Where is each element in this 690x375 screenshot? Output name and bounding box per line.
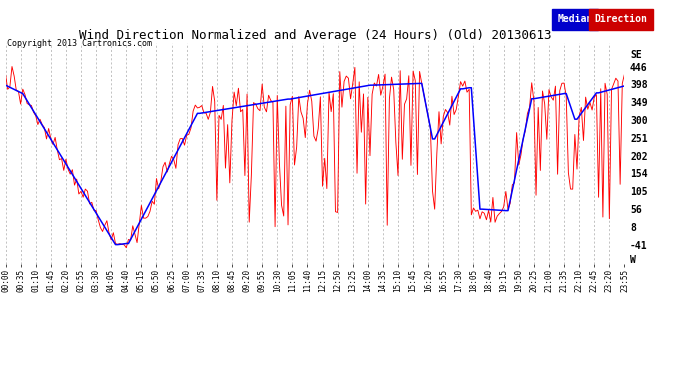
Text: Direction: Direction (595, 14, 648, 24)
Text: Copyright 2013 Cartronics.com: Copyright 2013 Cartronics.com (7, 39, 152, 48)
Text: Median: Median (558, 14, 593, 24)
Title: Wind Direction Normalized and Average (24 Hours) (Old) 20130613: Wind Direction Normalized and Average (2… (79, 29, 551, 42)
